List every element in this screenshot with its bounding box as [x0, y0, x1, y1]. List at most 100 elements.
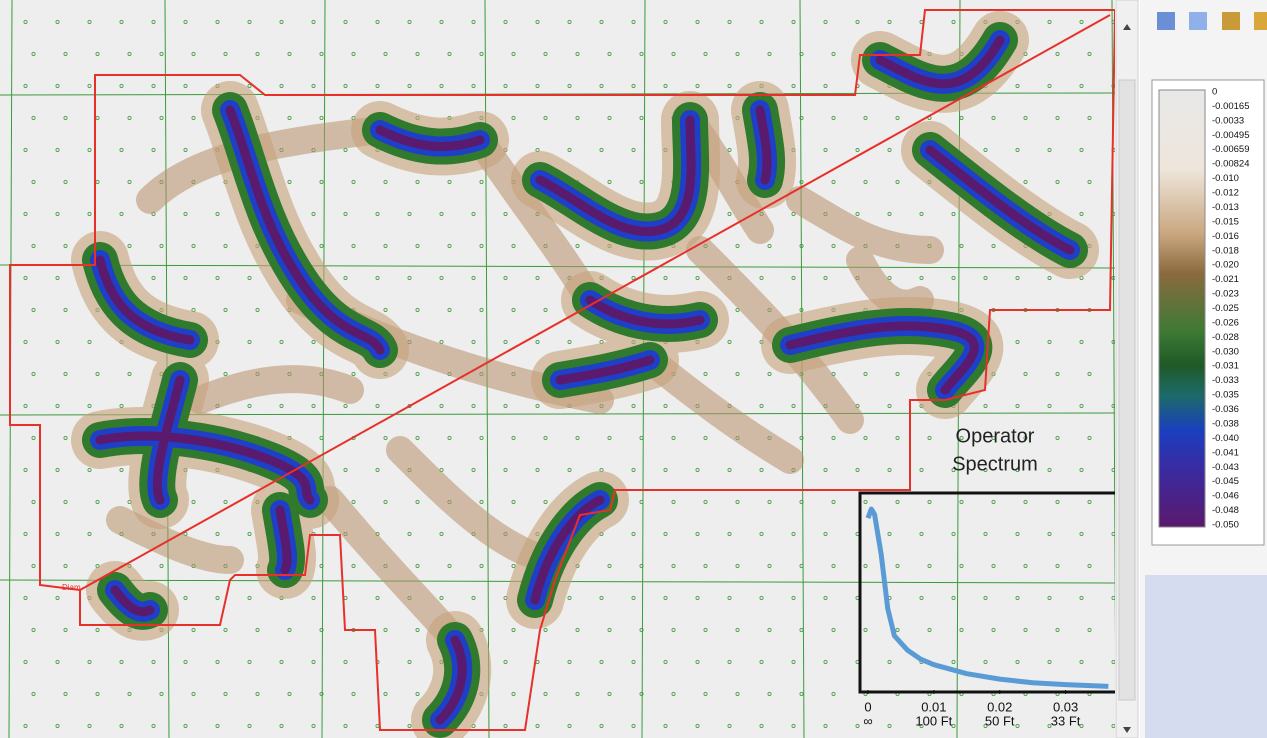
grid-dot — [151, 275, 156, 280]
grid-dot — [1023, 628, 1028, 633]
grid-dot — [407, 724, 412, 729]
grid-dot — [1087, 371, 1092, 376]
grid-dot — [991, 243, 996, 248]
tool-button[interactable] — [1254, 12, 1267, 30]
grid-dot — [511, 692, 516, 697]
grid-dot — [1015, 724, 1020, 729]
grid-dot — [855, 147, 860, 152]
annotation-line: Spectrum — [952, 453, 1038, 475]
grid-dot — [631, 596, 636, 601]
grid-dot — [87, 84, 92, 89]
grid-dot — [351, 243, 356, 248]
grid-dot — [927, 628, 932, 633]
grid-dot — [503, 724, 508, 729]
grid-dot — [311, 596, 316, 601]
grid-dot — [159, 116, 164, 121]
grid-dot — [151, 724, 156, 729]
grid-dot — [887, 403, 892, 408]
grid-dot — [319, 243, 324, 248]
tool-button[interactable] — [1189, 12, 1207, 30]
grid-dot — [631, 724, 636, 729]
grid-dot — [383, 243, 388, 248]
tool-button[interactable] — [1157, 12, 1175, 30]
grid-dot — [735, 371, 740, 376]
grid-dot — [63, 116, 68, 121]
grid-dot — [919, 724, 924, 729]
scroll-thumb[interactable] — [1118, 79, 1136, 701]
colorbar-label: -0.038 — [1212, 418, 1239, 429]
grid-dot — [663, 19, 668, 24]
grid-dot — [183, 211, 188, 216]
colorbar-label: -0.028 — [1212, 332, 1239, 343]
colorbar-label: -0.00824 — [1212, 159, 1250, 170]
grid-dot — [503, 275, 508, 280]
grid-dot — [415, 692, 420, 697]
grid-dot — [23, 596, 28, 601]
grid-dot — [567, 339, 572, 344]
grid-dot — [799, 564, 804, 569]
scroll-down[interactable] — [1123, 727, 1131, 733]
grid-dot — [727, 724, 732, 729]
scrollbar — [1115, 0, 1139, 738]
grid-dot — [831, 243, 836, 248]
grid-dot — [183, 724, 188, 729]
grid-dot — [1015, 660, 1020, 665]
grid-dot — [247, 596, 252, 601]
grid-dot — [855, 724, 860, 729]
grid-dot — [887, 147, 892, 152]
colorbar-label: -0.046 — [1212, 491, 1239, 502]
tool-button[interactable] — [1222, 12, 1240, 30]
grid-dot — [1047, 19, 1052, 24]
grid-dot — [319, 435, 324, 440]
colorbar-label: -0.012 — [1212, 188, 1239, 199]
grid-dot — [799, 179, 804, 184]
grid-dot — [535, 84, 540, 89]
grid-dot — [575, 692, 580, 697]
grid-dot — [247, 724, 252, 729]
grid-dot — [543, 499, 548, 504]
grid-dot — [1087, 628, 1092, 633]
grid-dot — [1047, 660, 1052, 665]
grid-dot — [31, 243, 36, 248]
grid-dot — [151, 84, 156, 89]
grid-dot — [1055, 628, 1060, 633]
grid-dot — [1111, 596, 1115, 600]
grid-dot — [351, 692, 356, 697]
grid-dot — [375, 84, 380, 89]
grid-dot — [767, 692, 772, 697]
colorbar — [1158, 89, 1206, 528]
grid-dot — [343, 403, 348, 408]
grid-dot — [767, 371, 772, 376]
grid-dot — [503, 467, 508, 472]
colorbar-label: -0.033 — [1212, 375, 1239, 386]
grid-dot — [1079, 339, 1084, 344]
colorbar-label: -0.010 — [1212, 173, 1239, 184]
scroll-up[interactable] — [1123, 24, 1131, 30]
grid-dot — [319, 692, 324, 697]
grid-dot — [727, 467, 732, 472]
grid-dot — [1079, 467, 1084, 472]
grid-dot — [23, 147, 28, 152]
grid-dot — [63, 435, 68, 440]
grid-dot — [575, 243, 580, 248]
grid-dot — [31, 564, 36, 569]
grid-dot — [671, 499, 676, 504]
grid-dot — [631, 403, 636, 408]
grid-dot — [415, 371, 420, 376]
grid-dot — [23, 660, 28, 665]
grid-dot — [735, 692, 740, 697]
grid-dot — [767, 499, 772, 504]
colorbar-label: -0.041 — [1212, 447, 1239, 458]
grid-dot — [1055, 52, 1060, 57]
grid-dot — [1047, 147, 1052, 152]
grid-dot — [191, 499, 196, 504]
grid-dot — [1047, 403, 1052, 408]
grid-dot — [735, 243, 740, 248]
grid-dot — [343, 660, 348, 665]
grid-dot — [1055, 179, 1060, 184]
grid-dot — [415, 307, 420, 312]
grid-dot — [255, 307, 260, 312]
grid-dot — [983, 275, 988, 280]
colorbar-label: -0.018 — [1212, 245, 1239, 256]
grid-dot — [87, 339, 92, 344]
